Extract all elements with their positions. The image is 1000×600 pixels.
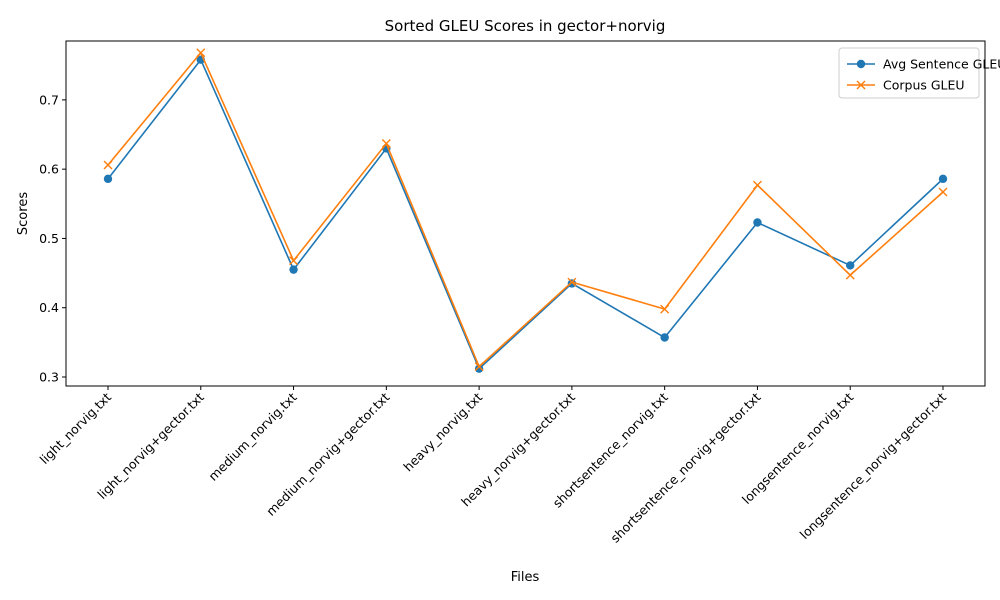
y-tick-label: 0.4 [39,300,59,315]
data-point [938,187,948,197]
legend-label: Avg Sentence GLEU [883,57,1000,72]
legend: Avg Sentence GLEU Corpus GLEU [838,47,1000,99]
y-tick-label: 0.7 [39,92,59,107]
data-point [196,48,206,58]
series-line [107,58,944,370]
x-tick-label: shortsentence_norvig+gector.txt [607,389,763,545]
legend-item: Avg Sentence GLEU [847,57,1000,72]
data-point [845,270,855,280]
data-point [103,160,113,170]
data-point [567,279,577,288]
y-axis: 0.3 0.4 0.5 0.6 0.7 [39,92,66,384]
x-axis-label: Files [511,570,540,585]
data-point [753,218,762,227]
data-point [567,277,577,287]
legend-label: Corpus GLEU [883,78,965,93]
x-axis: light_norvig.txtlight_norvig+gector.txtm… [37,386,950,546]
data-point [660,333,669,342]
data-point [289,256,299,266]
x-tick-label: heavy_norvig.txt [400,389,485,474]
x-tick-label: light_norvig+gector.txt [94,389,207,502]
data-point [474,362,484,372]
series-line [107,51,944,368]
data-point [381,139,391,149]
data-point [938,174,948,184]
data-point [846,261,855,270]
data-point [103,174,113,184]
chart-title: Sorted GLEU Scores in gector+norvig [385,17,666,35]
y-tick-label: 0.6 [39,162,59,177]
plot-area [103,48,948,373]
data-point [289,265,298,274]
data-point [752,180,762,190]
data-point [474,364,484,373]
plot-frame [65,40,986,387]
y-axis-label: Scores [16,192,31,235]
data-point [660,304,670,314]
legend-item: Corpus GLEU [847,78,965,93]
x-tick-label: light_norvig.txt [37,389,115,467]
y-tick-label: 0.3 [39,369,59,384]
x-tick-label: medium_norvig.txt [205,389,299,483]
x-tick-label: longsentence_norvig+gector.txt [797,389,950,542]
y-tick-label: 0.5 [39,231,59,246]
